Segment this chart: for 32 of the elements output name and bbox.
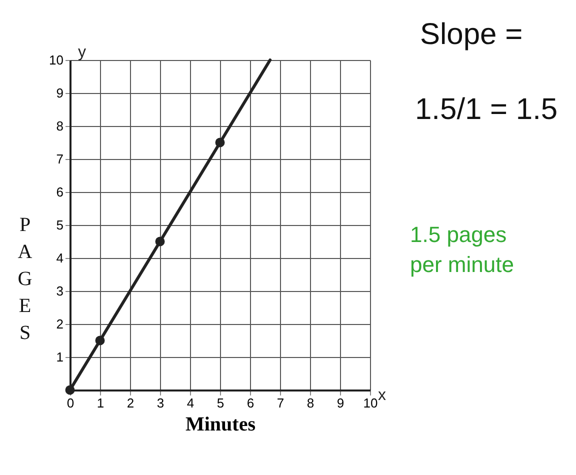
x-tick-label: 10 — [363, 396, 378, 410]
y-tick-label: 9 — [56, 86, 64, 100]
y-axis-title: PAGES — [18, 214, 33, 344]
x-tick-label: 8 — [306, 396, 314, 410]
annotation: y — [78, 44, 86, 61]
y-tick-label: 7 — [56, 152, 64, 166]
y-tick-label: 8 — [56, 118, 64, 134]
text: 1.5/1 = 1.5 — [415, 93, 558, 126]
y-tick-label: 4 — [56, 250, 64, 266]
text: x — [378, 387, 386, 404]
text: 1.5 pages per minute — [410, 222, 514, 277]
point — [65, 385, 75, 395]
y-tick-label: 6 — [56, 184, 64, 200]
x-tick-label: 2 — [126, 396, 134, 410]
y-tick-label: 2 — [56, 316, 64, 332]
x-tick-label: 0 — [66, 396, 74, 410]
x-tick-label: 6 — [246, 396, 254, 410]
y-tick-label: 3 — [56, 284, 64, 298]
x-axis-title: Minutes — [186, 414, 256, 436]
point — [155, 236, 165, 246]
point — [215, 138, 225, 148]
y-tick-label: 1 — [56, 350, 64, 364]
x-tick-label: 1 — [96, 396, 104, 410]
text: Slope = — [420, 18, 523, 51]
y-tick-label: 5 — [56, 218, 64, 232]
x-tick-label: 9 — [336, 396, 344, 410]
y-tick-label: 10 — [49, 52, 64, 68]
x-tick-label: 7 — [276, 396, 284, 410]
x-tick-label: 5 — [216, 396, 224, 410]
x-tick-label: 3 — [156, 396, 164, 410]
point — [95, 336, 105, 346]
x-tick-label: 4 — [186, 396, 194, 410]
